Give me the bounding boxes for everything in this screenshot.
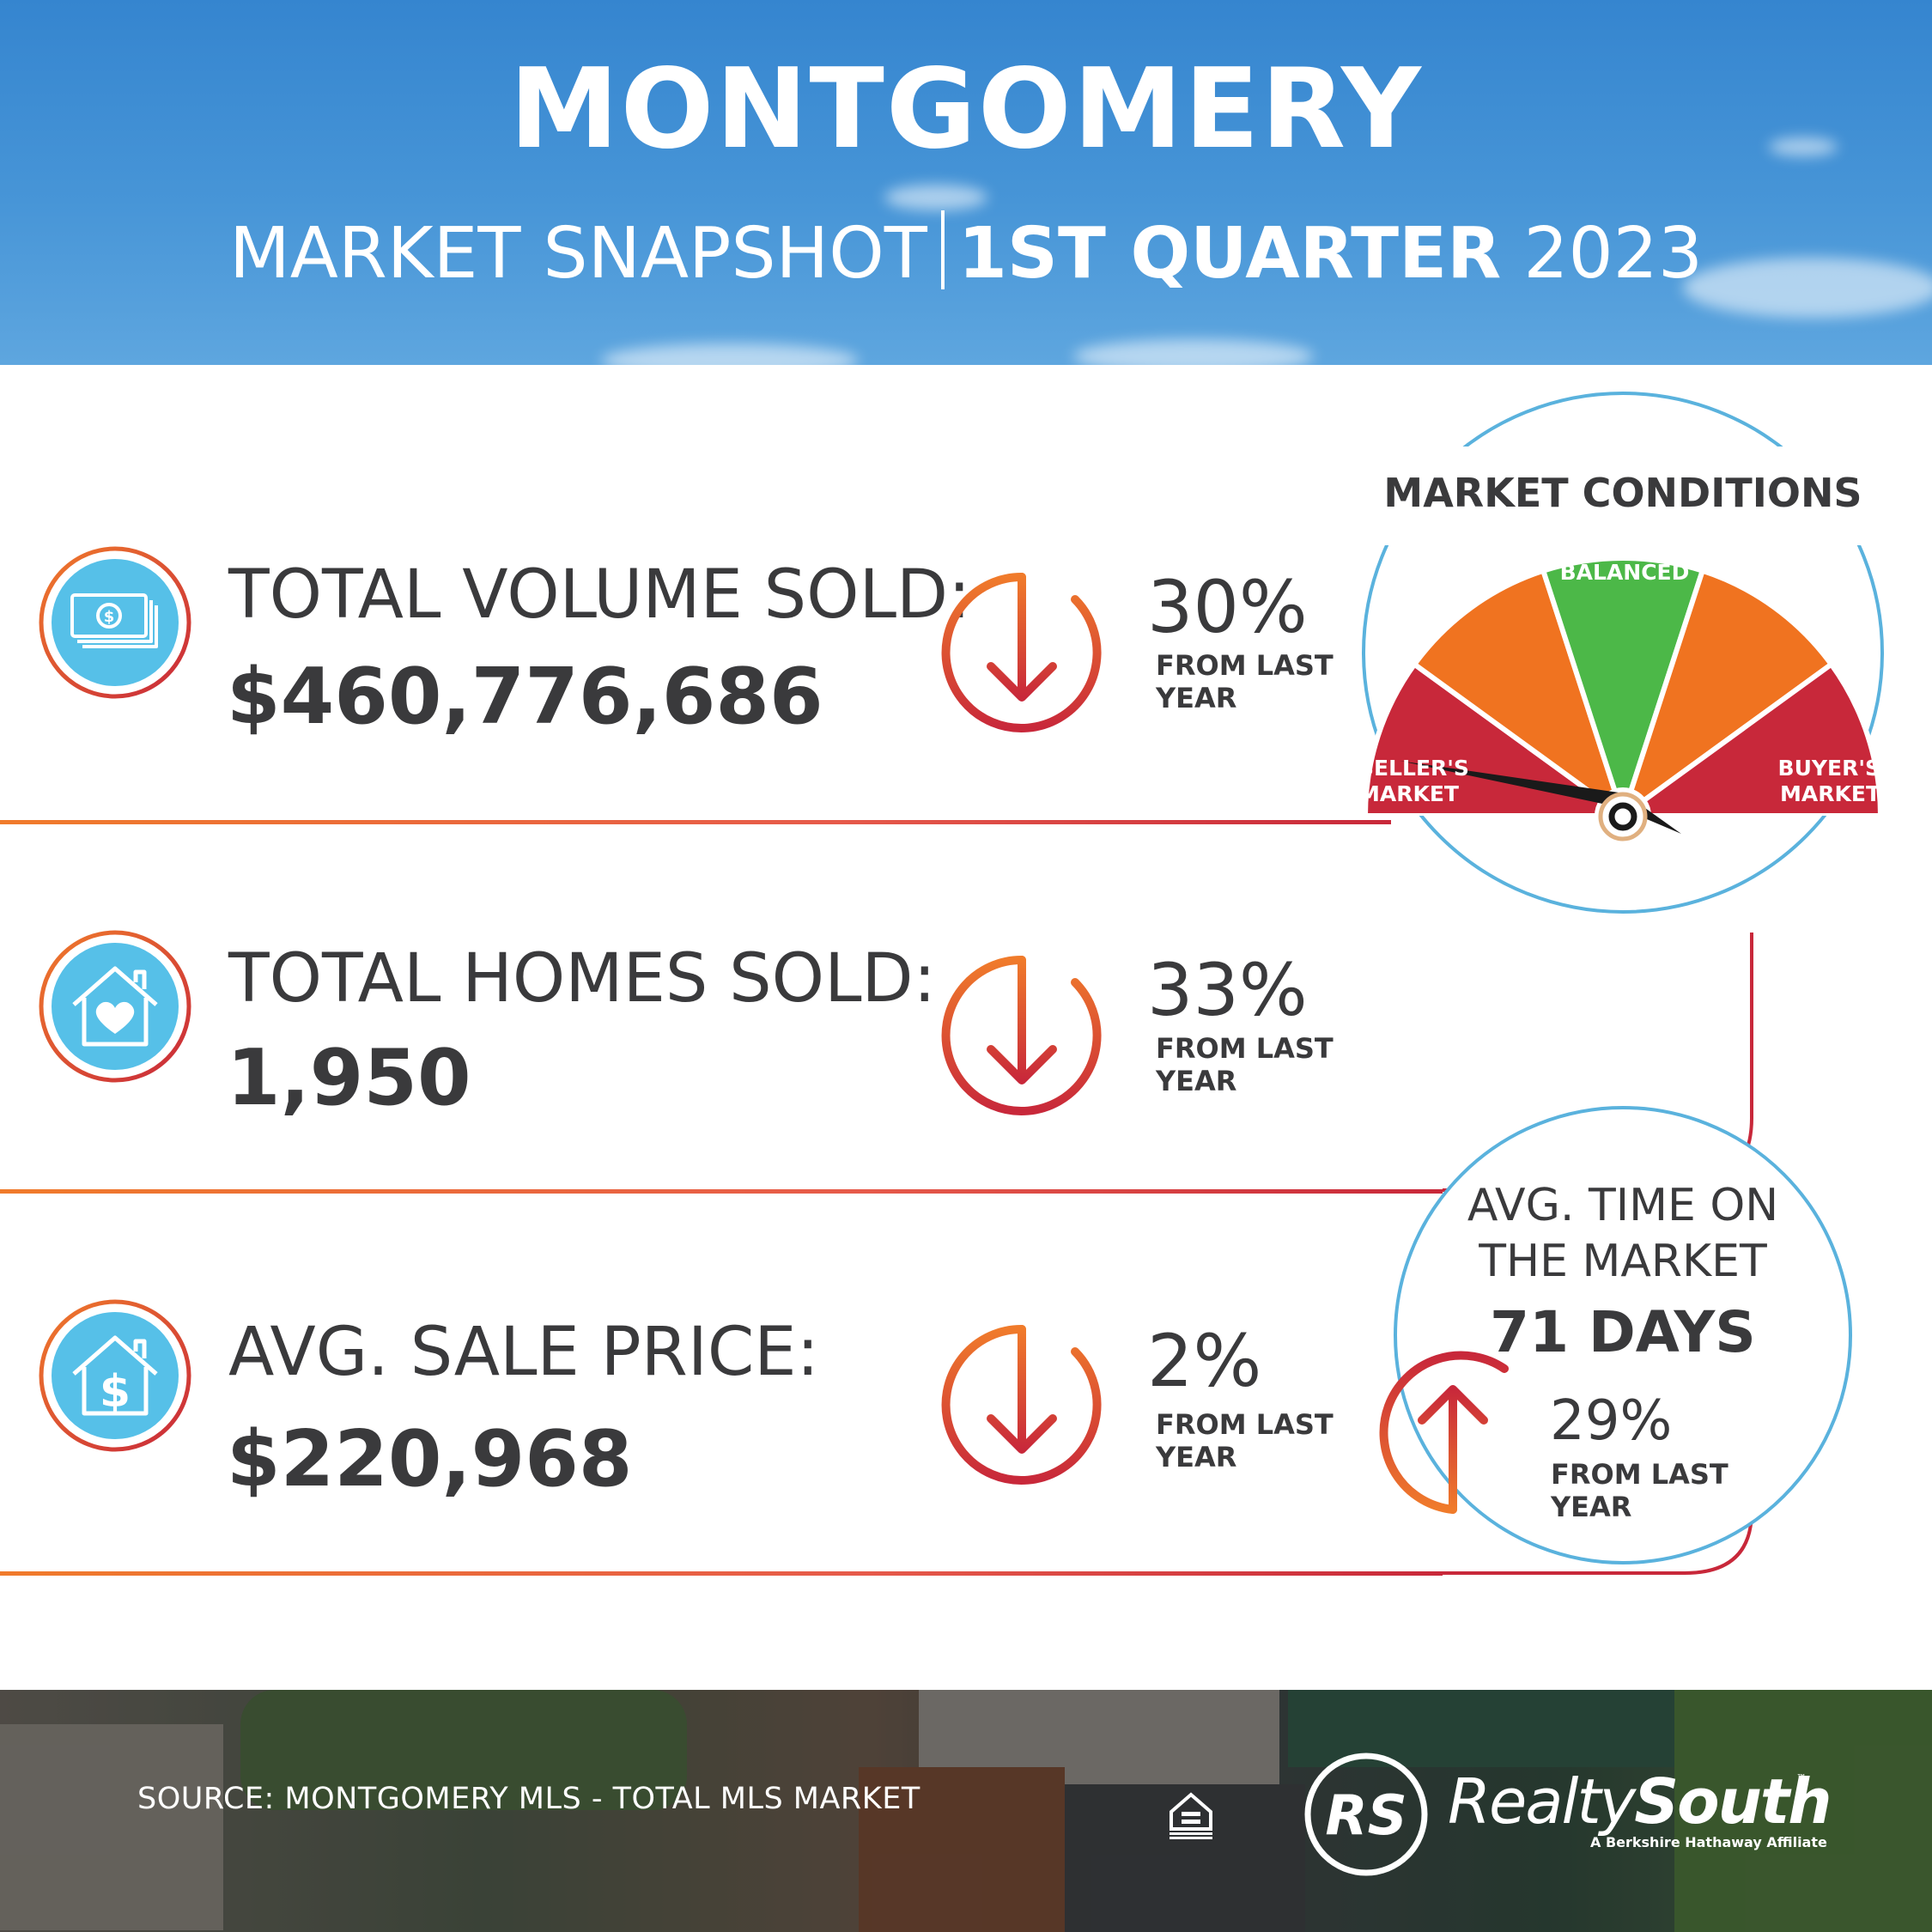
divider-line: [0, 1571, 1443, 1576]
time-on-market-change-note: FROM LAST YEAR: [1551, 1458, 1728, 1523]
divider-line: [0, 1189, 1443, 1194]
cloud: [1683, 258, 1932, 318]
gauge-label-balanced: BALANCED: [1559, 560, 1690, 585]
brand-name-b: South: [1634, 1765, 1832, 1838]
metric-change-price: 2%: [1147, 1319, 1262, 1403]
gauge-segments: [1362, 556, 1884, 816]
time-on-market-change: 29%: [1550, 1389, 1673, 1453]
baseball-field-shape: [1674, 1690, 1932, 1932]
metric-change-homes: 33%: [1147, 948, 1308, 1032]
stadium-seats-shape: [1288, 1690, 1674, 1767]
svg-text:$: $: [100, 1366, 131, 1418]
brand-tagline: A Berkshire Hathaway Affiliate: [1590, 1834, 1827, 1850]
logo-monogram: RS: [1325, 1784, 1406, 1848]
time-on-market-circle: [1394, 1106, 1852, 1564]
time-on-market-line2: THE MARKET: [1479, 1236, 1767, 1287]
cloud: [1769, 137, 1838, 156]
metric-label-price: AVG. SALE PRICE:: [228, 1314, 819, 1391]
gauge-label-seller: SELLER'S MARKET: [1358, 756, 1469, 807]
building-shape: [0, 1724, 223, 1930]
realtysouth-logo-mark: RS: [1304, 1753, 1428, 1876]
footer-photo-banner: [0, 1690, 1932, 1932]
arrow-up-icon: [1379, 1351, 1509, 1514]
cloud: [1073, 339, 1314, 365]
metric-value-volume: $460,776,686: [227, 652, 823, 742]
arrow-down-icon: [941, 955, 1102, 1115]
market-conditions-gauge: [1348, 392, 1898, 914]
metric-value-price: $220,968: [227, 1414, 633, 1504]
brand-name: RealtySouth: [1448, 1765, 1832, 1838]
gauge-label-seller-line1: SELLER'S: [1358, 756, 1469, 781]
subtitle-separator: [940, 210, 945, 289]
cloud: [601, 343, 859, 365]
metric-label-volume: TOTAL VOLUME SOLD:: [228, 556, 971, 634]
house-dollar-icon: $: [39, 1299, 191, 1452]
gauge-segment-4: [1640, 660, 1884, 816]
equal-housing-icon: [1170, 1792, 1212, 1839]
gauge-segment-3: [1627, 567, 1835, 805]
gauge-label-seller-line2: MARKET: [1358, 781, 1459, 806]
metric-change-note: FROM LAST YEAR: [1156, 649, 1334, 714]
divider-line: [0, 820, 1391, 824]
metric-change-note: FROM LAST YEAR: [1156, 1408, 1334, 1473]
gauge-segment-2: [1540, 556, 1706, 795]
money-bills-icon: $: [39, 546, 191, 699]
page-title: MONTGOMERY: [509, 46, 1423, 173]
header-banner: MONTGOMERY MARKET SNAPSHOT 1ST QUARTER 20…: [0, 0, 1932, 365]
subtitle-left: MARKET SNAPSHOT: [229, 213, 927, 295]
time-on-market-value: 71 DAYS: [1490, 1299, 1756, 1365]
house-heart-icon: [39, 930, 191, 1083]
time-on-market-line1: AVG. TIME ON: [1467, 1180, 1779, 1231]
arrow-down-icon: [941, 572, 1102, 732]
page-subtitle: MARKET SNAPSHOT 1ST QUARTER 2023: [0, 210, 1932, 297]
cloud: [884, 185, 987, 210]
metric-change-note: FROM LAST YEAR: [1156, 1032, 1334, 1097]
gauge-label-buyer-line1: BUYER'S: [1777, 756, 1880, 781]
trees-shape: [240, 1690, 687, 1810]
metric-value-homes: 1,950: [227, 1033, 471, 1123]
arrow-down-icon: [941, 1324, 1102, 1485]
subtitle-year: 2023: [1523, 213, 1703, 295]
building-shape: [859, 1767, 1065, 1932]
svg-text:$: $: [104, 608, 115, 626]
metric-label-homes: TOTAL HOMES SOLD:: [228, 940, 936, 1018]
market-conditions-title: MARKET CONDITIONS: [1383, 470, 1862, 516]
building-shape: [1065, 1784, 1305, 1932]
gauge-needle: [1400, 761, 1681, 841]
subtitle-quarter: 1ST QUARTER: [957, 213, 1502, 295]
brand-tm: ™: [1796, 1772, 1807, 1784]
photo-overlay: [0, 1690, 1932, 1932]
source-note: SOURCE: MONTGOMERY MLS - TOTAL MLS MARKE…: [137, 1782, 920, 1816]
gauge-segment-0: [1362, 660, 1606, 816]
brand-name-a: Realty: [1448, 1765, 1636, 1838]
gauge-label-buyer-line2: MARKET: [1780, 781, 1880, 806]
gauge-label-buyer: BUYER'S MARKET: [1777, 756, 1880, 807]
metric-change-volume: 30%: [1147, 565, 1308, 649]
